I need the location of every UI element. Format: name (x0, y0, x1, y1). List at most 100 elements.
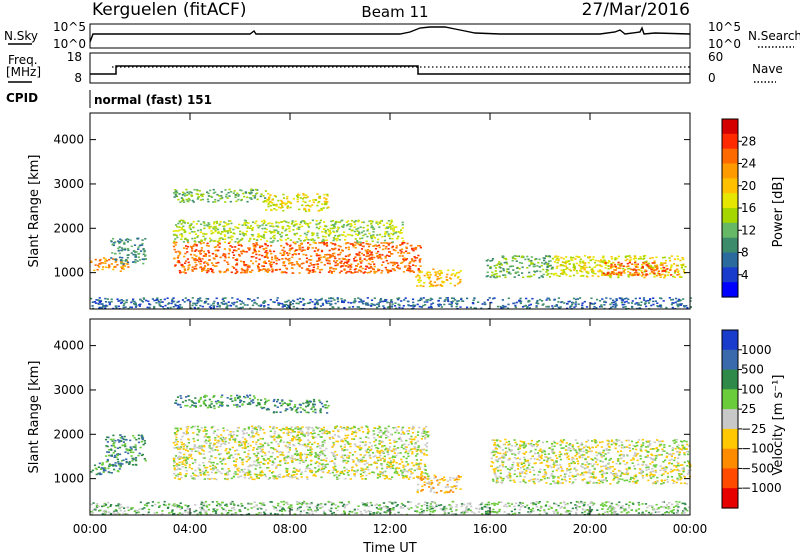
echo-pixel (233, 437, 236, 440)
echo-pixel (416, 453, 419, 455)
echo-pixel (505, 261, 508, 264)
echo-pixel (215, 246, 218, 248)
echo-pixel (284, 462, 287, 465)
echo-pixel (360, 458, 363, 460)
echo-pixel (584, 262, 587, 264)
echo-pixel (314, 467, 317, 469)
echo-pixel (365, 302, 368, 304)
echo-pixel (292, 197, 295, 200)
echo-pixel (247, 222, 250, 224)
echo-pixel (137, 248, 140, 250)
echo-pixel (372, 231, 375, 233)
echo-pixel (311, 443, 314, 446)
echo-pixel (384, 247, 387, 250)
echo-pixel (266, 271, 269, 273)
echo-pixel (312, 241, 315, 243)
echo-pixel (417, 245, 420, 247)
echo-pixel (375, 252, 378, 255)
echo-pixel (237, 195, 240, 197)
echo-pixel (344, 439, 347, 442)
echo-pixel (344, 459, 347, 462)
echo-pixel (372, 226, 375, 229)
echo-pixel (354, 268, 358, 270)
echo-pixel (306, 248, 309, 250)
echo-pixel (139, 250, 143, 252)
echo-pixel (416, 285, 419, 287)
echo-pixel (182, 241, 185, 243)
echo-pixel (229, 304, 232, 307)
echo-pixel (667, 271, 670, 274)
echo-pixel (573, 306, 576, 309)
echo-pixel (208, 306, 211, 308)
echo-pixel (182, 463, 185, 465)
echo-pixel (212, 228, 215, 230)
echo-pixel (289, 432, 292, 434)
echo-pixel (291, 264, 294, 266)
echo-pixel (305, 233, 308, 236)
echo-pixel (245, 460, 248, 463)
echo-pixel (382, 474, 385, 477)
echo-pixel (456, 300, 459, 302)
echo-pixel (194, 241, 197, 243)
echo-pixel (341, 448, 344, 450)
echo-pixel (669, 259, 672, 262)
echo-pixel (418, 277, 421, 279)
echo-pixel (197, 193, 200, 196)
echo-pixel (384, 448, 387, 451)
echo-pixel (228, 442, 231, 444)
echo-pixel (390, 306, 393, 308)
echo-pixel (359, 473, 362, 475)
echo-pixel (214, 191, 217, 194)
echo-pixel (395, 245, 398, 247)
echo-pixel (416, 257, 419, 259)
echo-pixel (298, 443, 301, 446)
echo-pixel (564, 265, 568, 268)
echo-pixel (550, 272, 553, 275)
echo-pixel (140, 435, 143, 437)
echo-pixel (113, 441, 116, 444)
echo-pixel (362, 242, 365, 244)
echo-pixel (308, 210, 311, 212)
echo-pixel (409, 476, 412, 478)
echo-pixel (308, 270, 311, 273)
echo-pixel (90, 261, 93, 263)
echo-pixel (225, 448, 228, 450)
echo-pixel (469, 306, 472, 309)
echo-pixel (236, 238, 239, 240)
echo-pixel (143, 298, 146, 300)
echo-pixel (205, 433, 208, 435)
echo-pixel (393, 452, 396, 454)
echo-pixel (353, 298, 357, 300)
echo-pixel (302, 304, 305, 306)
echo-pixel (389, 478, 393, 480)
echo-pixel (209, 189, 212, 192)
echo-pixel (364, 443, 367, 446)
echo-pixel (125, 439, 128, 441)
echo-pixel (409, 265, 412, 268)
echo-pixel (373, 437, 376, 439)
echo-pixel (670, 299, 673, 301)
echo-pixel (132, 451, 135, 454)
echo-pixel (512, 269, 515, 271)
echo-pixel (228, 229, 232, 232)
echo-pixel (223, 227, 226, 230)
echo-pixel (605, 297, 608, 299)
echo-pixel (638, 297, 641, 300)
echo-pixel (105, 461, 108, 463)
echo-pixel (215, 446, 218, 448)
echo-pixel (234, 453, 237, 456)
echo-pixel (408, 262, 411, 265)
echo-pixel (663, 256, 666, 259)
echo-pixel (368, 254, 371, 256)
echo-pixel (320, 459, 323, 461)
echo-pixel (224, 189, 227, 191)
echo-pixel (537, 302, 540, 305)
echo-pixel (298, 194, 301, 196)
echo-pixel (232, 257, 235, 259)
echo-pixel (187, 197, 190, 200)
echo-pixel (176, 443, 179, 446)
echo-pixel (254, 222, 257, 225)
echo-pixel (483, 301, 486, 304)
echo-pixel (279, 451, 283, 453)
echo-pixel (411, 438, 414, 441)
